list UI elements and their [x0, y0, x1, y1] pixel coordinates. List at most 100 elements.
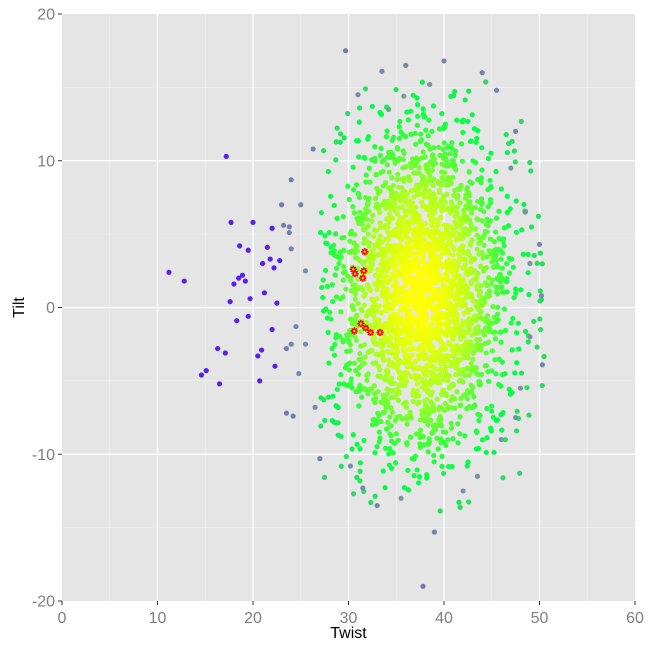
scatter-point	[361, 342, 368, 348]
scatter-point	[290, 413, 296, 419]
scatter-point	[479, 70, 485, 76]
scatter-point	[408, 374, 414, 380]
scatter-point	[493, 257, 499, 263]
scatter-point	[394, 353, 400, 359]
scatter-point	[324, 240, 330, 247]
scatter-point	[377, 233, 383, 239]
scatter-point	[388, 395, 395, 401]
highlight-star	[376, 328, 384, 337]
scatter-point	[387, 446, 393, 452]
scatter-point	[414, 122, 420, 128]
scatter-point	[510, 264, 516, 270]
scatter-point	[389, 409, 395, 415]
scatter-point	[326, 230, 332, 236]
scatter-point	[487, 288, 493, 295]
scatter-point	[454, 204, 460, 210]
scatter-point	[412, 250, 418, 256]
scatter-point	[379, 68, 385, 74]
scatter-point	[375, 388, 381, 395]
x-tick-label: 10	[149, 610, 167, 627]
scatter-point	[496, 381, 502, 387]
scatter-point	[245, 247, 251, 253]
scatter-point	[434, 268, 440, 274]
scatter-point	[461, 207, 467, 213]
scatter-point	[356, 403, 362, 409]
scatter-point	[395, 146, 401, 152]
scatter-point	[443, 227, 450, 233]
scatter-point	[486, 328, 492, 335]
scatter-point	[333, 294, 340, 300]
scatter-point	[353, 182, 360, 188]
scatter-point	[453, 322, 459, 328]
scatter-point	[489, 403, 495, 409]
scatter-point	[319, 284, 325, 290]
scatter-point	[403, 245, 409, 251]
y-tick-label: -10	[32, 447, 55, 464]
scatter-point	[471, 394, 477, 400]
scatter-point	[462, 302, 469, 308]
scatter-point	[357, 468, 363, 474]
scatter-point	[454, 117, 460, 123]
scatter-point	[415, 102, 421, 108]
scatter-point	[343, 382, 349, 388]
scatter-point	[422, 353, 429, 360]
scatter-point	[493, 319, 499, 325]
scatter-point	[522, 209, 528, 215]
scatter-point	[385, 202, 392, 208]
scatter-point	[506, 386, 512, 392]
scatter-point	[272, 363, 278, 369]
scatter-point	[460, 322, 466, 328]
scatter-point	[445, 206, 451, 212]
scatter-point	[369, 305, 375, 311]
scatter-point	[455, 421, 461, 427]
scatter-point	[328, 193, 334, 199]
scatter-point	[456, 231, 462, 237]
scatter-point	[452, 331, 458, 337]
scatter-point	[363, 313, 369, 319]
scatter-point	[525, 251, 531, 257]
scatter-point	[386, 291, 392, 298]
scatter-point	[459, 243, 466, 249]
scatter-point	[296, 370, 302, 377]
scatter-point	[414, 388, 420, 394]
scatter-point	[370, 417, 376, 423]
scatter-point	[428, 222, 435, 229]
scatter-point	[387, 342, 393, 348]
scatter-point	[404, 312, 410, 318]
scatter-point	[385, 276, 391, 282]
y-tick-label: 10	[37, 153, 55, 170]
scatter-point	[362, 86, 369, 92]
scatter-point	[450, 381, 456, 387]
scatter-point	[431, 426, 437, 432]
scatter-point	[477, 239, 484, 245]
scatter-point	[348, 376, 354, 382]
scatter-point	[525, 339, 531, 345]
scatter-point	[298, 202, 304, 208]
scatter-point	[318, 209, 324, 216]
scatter-point	[377, 209, 383, 215]
scatter-point	[437, 337, 443, 343]
scatter-point	[481, 242, 487, 248]
scatter-point	[429, 167, 436, 173]
scatter-point	[439, 392, 445, 398]
scatter-point	[410, 207, 416, 213]
scatter-point	[487, 236, 493, 242]
scatter-point	[390, 450, 396, 456]
scatter-point	[457, 431, 463, 437]
scatter-point	[355, 138, 361, 144]
scatter-point	[397, 330, 403, 336]
scatter-point	[504, 193, 510, 199]
scatter-point	[440, 287, 446, 293]
scatter-point	[429, 263, 435, 269]
scatter-point	[425, 449, 431, 455]
scatter-point	[347, 342, 353, 348]
scatter-point	[431, 452, 437, 459]
scatter-point	[511, 294, 517, 301]
scatter-point	[405, 487, 412, 493]
scatter-point	[346, 249, 352, 255]
scatter-point	[327, 309, 333, 315]
scatter-point	[398, 495, 404, 501]
scatter-point	[420, 255, 426, 261]
scatter-point	[485, 313, 491, 319]
x-tick-label: 0	[58, 610, 67, 627]
